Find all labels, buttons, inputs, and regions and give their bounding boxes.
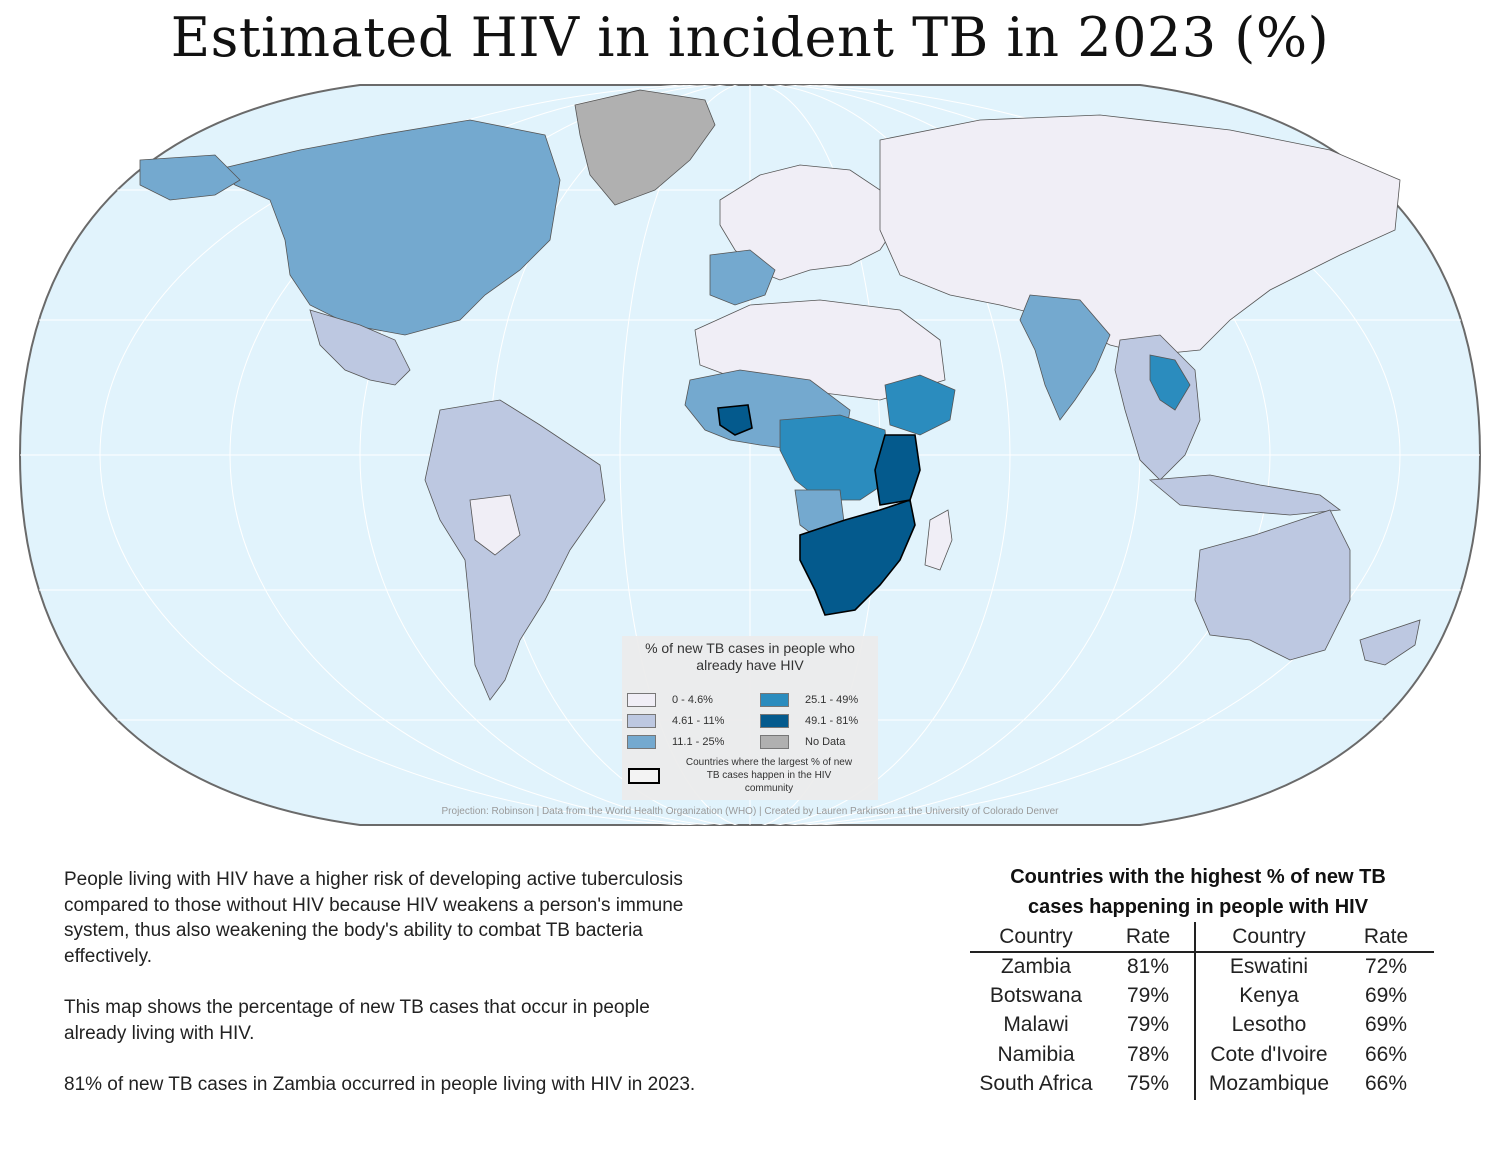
world-map: [18, 84, 1482, 826]
table-cell-country: Mozambique: [1208, 1072, 1330, 1095]
description-line: system, thus also weakening the body's a…: [64, 920, 643, 941]
legend-outline-label: Countries where the largest % of new TB …: [664, 756, 874, 795]
description-line: People living with HIV have a higher ris…: [64, 869, 683, 890]
legend-label: 49.1 - 81%: [805, 715, 859, 727]
map-legend: % of new TB cases in people who already …: [622, 636, 878, 800]
legend-item: 0 - 4.6%: [627, 693, 713, 707]
legend-outline-swatch: [628, 768, 660, 784]
table-cell-country: Malawi: [1003, 1013, 1069, 1036]
table-cell-country: Botswana: [989, 984, 1083, 1007]
table-cell-rate: 69%: [1364, 1013, 1408, 1036]
region-asia: [879, 114, 1401, 356]
legend-swatch: [627, 693, 656, 707]
legend-item: 11.1 - 25%: [627, 735, 724, 749]
table-cell-country: Zambia: [1000, 955, 1072, 978]
legend-item: No Data: [760, 735, 845, 749]
region-south-america: [424, 399, 606, 701]
table-cell-rate: 79%: [1126, 1013, 1170, 1036]
table-header-rate: Rate: [1363, 925, 1409, 948]
region-mexico: [309, 309, 411, 386]
legend-outline-line: Countries where the largest % of new: [685, 757, 853, 768]
region-north-america: [214, 119, 561, 336]
table-cell-rate: 78%: [1126, 1043, 1170, 1066]
legend-swatch: [627, 735, 656, 749]
table-cell-country: Eswatini: [1229, 955, 1309, 978]
table-title-line: Countries with the highest % of new TB: [1010, 866, 1386, 888]
description-line: effectively.: [64, 945, 153, 967]
legend-title-line: % of new TB cases in people who: [645, 640, 855, 656]
legend-swatch: [760, 693, 789, 707]
region-india: [1019, 294, 1111, 421]
table-cell-country: Lesotho: [1231, 1013, 1307, 1036]
table-cell-country: Kenya: [1239, 984, 1299, 1007]
table-header-rate: Rate: [1125, 925, 1171, 948]
legend-label: 25.1 - 49%: [805, 694, 859, 706]
table-cell-rate: 79%: [1126, 984, 1170, 1007]
table-header-divider: [970, 951, 1434, 953]
table-header-country: Country: [1232, 925, 1306, 948]
legend-item: 49.1 - 81%: [760, 714, 858, 728]
table-title: Countries with the highest % of new TB c…: [960, 862, 1436, 922]
table-column-divider: [1194, 922, 1196, 1100]
table-cell-rate: 72%: [1364, 955, 1408, 978]
legend-label: 0 - 4.6%: [672, 694, 713, 706]
legend-title-line: already have HIV: [696, 657, 804, 673]
region-new-zealand: [1359, 619, 1421, 666]
description-paragraph-1: People living with HIV have a higher ris…: [64, 867, 824, 969]
table-cell-rate: 69%: [1364, 984, 1408, 1007]
region-kenya-tanzania: [874, 434, 921, 506]
legend-item: 4.61 - 11%: [627, 714, 724, 728]
region-alaska: [139, 154, 241, 201]
legend-title: % of new TB cases in people who already …: [622, 640, 878, 674]
legend-label: 4.61 - 11%: [672, 715, 725, 727]
table-cell-country: South Africa: [979, 1072, 1093, 1095]
region-southern-africa: [799, 498, 916, 616]
legend-label: No Data: [805, 736, 846, 748]
region-indonesia: [1148, 474, 1342, 516]
description-line: already living with HIV.: [64, 1022, 255, 1044]
region-central-africa: [779, 414, 891, 501]
table-header-country: Country: [999, 925, 1073, 948]
region-madagascar: [924, 509, 953, 571]
region-western-europe: [709, 249, 776, 306]
region-thailand: [1149, 354, 1191, 411]
table-cell-rate: 66%: [1364, 1043, 1408, 1066]
description-paragraph-2: This map shows the percentage of new TB …: [64, 995, 824, 1046]
table-cell-country: Cote d'Ivoire: [1210, 1043, 1328, 1066]
region-greenland: [574, 89, 716, 206]
legend-swatch: [627, 714, 656, 728]
legend-outline-line: community: [744, 783, 794, 794]
table-cell-country: Namibia: [997, 1043, 1075, 1066]
description-line: compared to those without HIV because HI…: [64, 894, 684, 916]
legend-outline-line: TB cases happen in the HIV: [706, 770, 832, 781]
region-horn-of-africa: [884, 374, 956, 436]
table-cell-rate: 75%: [1126, 1072, 1170, 1095]
legend-label: 11.1 - 25%: [672, 736, 725, 748]
region-cote-divoire: [717, 404, 753, 436]
description-line: This map shows the percentage of new TB …: [64, 997, 650, 1018]
table-title-line: cases happening in people with HIV: [1027, 896, 1369, 918]
region-bolivia: [469, 494, 521, 556]
table-cell-rate: 81%: [1126, 955, 1170, 978]
region-australia: [1194, 509, 1351, 661]
description-paragraph-3: 81% of new TB cases in Zambia occurred i…: [64, 1074, 696, 1095]
table-cell-rate: 66%: [1364, 1072, 1408, 1095]
legend-swatch: [760, 735, 789, 749]
legend-item: 25.1 - 49%: [760, 693, 858, 707]
legend-swatch: [760, 714, 789, 728]
map-credit: Projection: Robinson | Data from the Wor…: [441, 806, 1059, 817]
map-title: Estimated HIV in incident TB in 2023 (%): [170, 6, 1330, 69]
